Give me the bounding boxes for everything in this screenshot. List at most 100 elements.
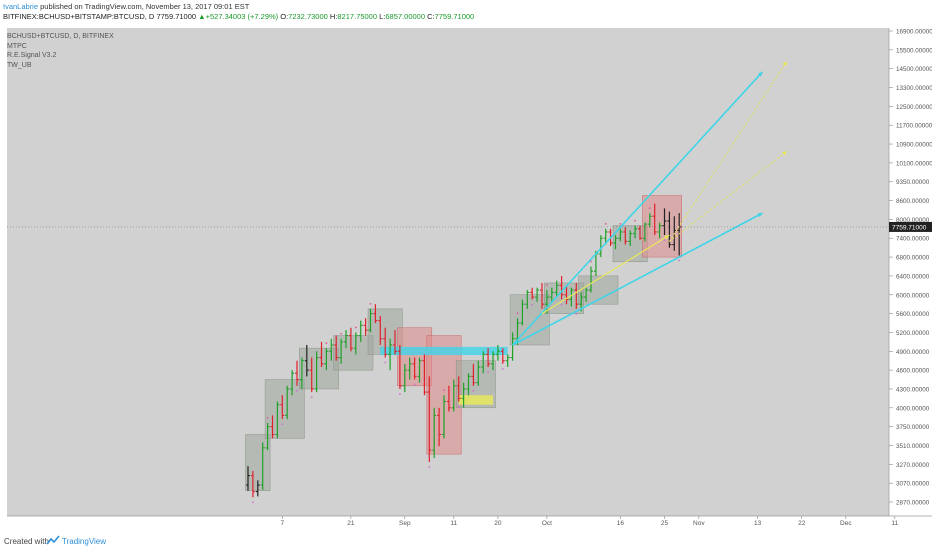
- price-bar[interactable]: [417, 357, 422, 383]
- price-bar[interactable]: [584, 287, 589, 302]
- time-tick-label: 7: [280, 520, 284, 527]
- price-bar[interactable]: [368, 308, 373, 333]
- price-bar[interactable]: [270, 415, 275, 439]
- price-tick-label: 3750.00000: [896, 424, 930, 431]
- price-bar[interactable]: [544, 290, 549, 314]
- price-bar[interactable]: [540, 282, 544, 309]
- price-bar[interactable]: [442, 395, 446, 439]
- price-bar[interactable]: [353, 332, 358, 355]
- price-bar[interactable]: [299, 357, 304, 389]
- price-bar[interactable]: [603, 228, 608, 245]
- price-bar[interactable]: [334, 335, 339, 361]
- price-bar[interactable]: [525, 290, 530, 309]
- price-bar[interactable]: [265, 422, 270, 451]
- price-bar[interactable]: [304, 345, 309, 377]
- price-bar[interactable]: [549, 287, 554, 302]
- price-bar[interactable]: [314, 351, 319, 393]
- price-bar[interactable]: [505, 354, 510, 367]
- price-bar[interactable]: [500, 348, 505, 364]
- price-bar[interactable]: [589, 266, 593, 293]
- price-bar[interactable]: [569, 287, 574, 307]
- price-bar[interactable]: [324, 348, 329, 371]
- up-arrow-icon: ▲: [198, 12, 206, 21]
- price-bar[interactable]: [559, 275, 564, 300]
- price-bar[interactable]: [280, 395, 285, 420]
- price-bar[interactable]: [407, 357, 412, 380]
- open-value: 7232.73000: [288, 12, 328, 21]
- price-bar[interactable]: [642, 222, 647, 242]
- price-bar[interactable]: [402, 363, 407, 393]
- price-bar[interactable]: [275, 401, 280, 439]
- price-bar[interactable]: [255, 480, 260, 497]
- price-bar[interactable]: [535, 287, 540, 302]
- price-bar[interactable]: [461, 382, 466, 408]
- signal-dot: [590, 260, 592, 263]
- price-bar[interactable]: [628, 230, 633, 247]
- price-bar[interactable]: [520, 299, 525, 326]
- price-bar[interactable]: [260, 442, 265, 490]
- indicator-mtpc[interactable]: MTPC: [7, 42, 27, 50]
- price-bar[interactable]: [363, 318, 368, 336]
- price-bar[interactable]: [246, 466, 250, 491]
- price-bar[interactable]: [530, 287, 535, 300]
- price-bar[interactable]: [618, 228, 623, 242]
- price-bar[interactable]: [344, 330, 348, 349]
- price-bar[interactable]: [495, 345, 500, 361]
- tradingview-brand-link[interactable]: TradingView: [62, 537, 107, 546]
- time-tick-label: 11: [450, 520, 457, 527]
- signal-dot: [516, 312, 519, 315]
- time-tick-label: 20: [494, 520, 502, 527]
- price-bar[interactable]: [339, 338, 344, 364]
- price-bar[interactable]: [437, 407, 442, 447]
- price-bar[interactable]: [451, 379, 456, 412]
- price-bar[interactable]: [574, 282, 579, 309]
- price-bar[interactable]: [358, 320, 363, 342]
- price-bar[interactable]: [564, 285, 569, 305]
- price-bar[interactable]: [250, 470, 255, 498]
- price-bar[interactable]: [393, 330, 397, 355]
- price-bar[interactable]: [510, 332, 515, 361]
- price-bar[interactable]: [378, 315, 383, 345]
- signal-dot: [501, 367, 504, 370]
- price-bar[interactable]: [329, 338, 334, 361]
- price-bar[interactable]: [633, 225, 638, 239]
- price-bar[interactable]: [466, 373, 471, 396]
- price-bar[interactable]: [476, 360, 481, 386]
- price-bar[interactable]: [383, 327, 388, 358]
- price-bar[interactable]: [373, 304, 378, 324]
- price-bar[interactable]: [348, 327, 353, 352]
- price-bar[interactable]: [456, 376, 461, 402]
- indicator-re-signal[interactable]: R.E.Signal V3.2: [7, 52, 57, 59]
- indicator-symbol[interactable]: BCHUSD+BTCUSD, D, BITFINEX: [7, 33, 114, 40]
- price-bar[interactable]: [662, 208, 667, 236]
- price-chart[interactable]: 2870.00000 3070.00000 3270.00000 3510.00000…: [0, 0, 932, 532]
- price-bar[interactable]: [638, 225, 642, 240]
- price-bar[interactable]: [319, 341, 324, 367]
- price-bar[interactable]: [432, 407, 437, 459]
- price-bar[interactable]: [422, 354, 427, 396]
- price-bar[interactable]: [657, 222, 662, 239]
- price-bar[interactable]: [613, 235, 618, 250]
- price-bar[interactable]: [481, 351, 486, 374]
- tradingview-logo-icon: [46, 535, 60, 545]
- price-bar[interactable]: [309, 357, 314, 393]
- price-bar[interactable]: [667, 211, 672, 248]
- price-bar[interactable]: [285, 385, 290, 420]
- price-bar[interactable]: [295, 360, 299, 386]
- price-bar[interactable]: [598, 235, 603, 258]
- indicator-tw-ub[interactable]: TW_UB: [7, 61, 32, 69]
- price-bar[interactable]: [388, 338, 393, 371]
- price-bar[interactable]: [412, 357, 417, 380]
- price-bar[interactable]: [446, 385, 451, 412]
- price-bar[interactable]: [554, 280, 559, 298]
- price-bar[interactable]: [491, 351, 495, 371]
- price-bar[interactable]: [427, 376, 432, 462]
- price-bar[interactable]: [290, 370, 295, 396]
- price-bar[interactable]: [471, 363, 476, 386]
- price-bar[interactable]: [652, 203, 657, 236]
- author-link[interactable]: IvanLabrie: [3, 2, 39, 11]
- price-bar[interactable]: [486, 348, 491, 367]
- price-bar[interactable]: [623, 227, 628, 245]
- price-bar[interactable]: [647, 213, 652, 228]
- price-bar[interactable]: [397, 345, 402, 389]
